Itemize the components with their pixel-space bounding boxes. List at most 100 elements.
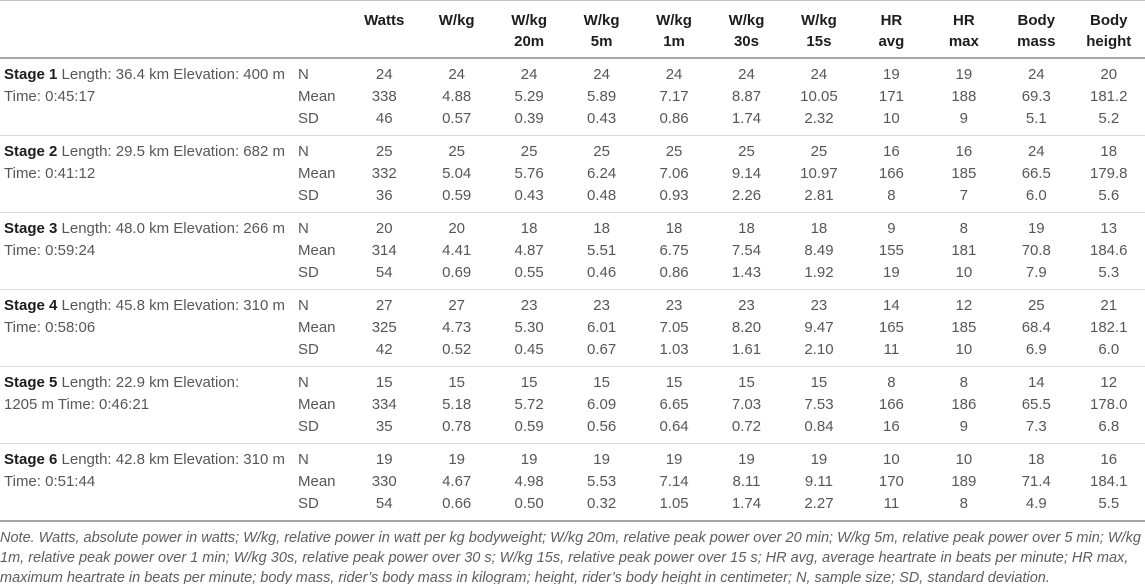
column-header-wkg30s: W/kg 30s bbox=[710, 0, 783, 59]
stage-description: Stage 3 Length: 48.0 km Elevation: 266 m… bbox=[0, 212, 296, 290]
data-cell: 24 bbox=[593, 66, 610, 83]
row-label: SD bbox=[298, 187, 319, 204]
stage-description: Stage 6 Length: 42.8 km Elevation: 310 m… bbox=[0, 443, 296, 521]
data-cell: 189 bbox=[951, 473, 977, 490]
data-cell: 6.65 bbox=[659, 396, 689, 413]
data-cell: 2.32 bbox=[804, 110, 834, 127]
data-cell: 14 bbox=[855, 289, 928, 317]
data-cell: 19 bbox=[883, 66, 900, 83]
data-cell: 9.47 bbox=[804, 319, 834, 336]
data-cell: 13 bbox=[1072, 212, 1145, 240]
data-cell: 10 bbox=[955, 264, 973, 281]
stage-title: Stage 6 bbox=[4, 451, 58, 468]
data-cell: 4.87 bbox=[514, 242, 544, 259]
data-cell: 0.43 bbox=[586, 110, 617, 127]
data-cell: 68.4 bbox=[1021, 319, 1051, 336]
data-cell: 24 bbox=[810, 66, 828, 83]
column-header-bodymass: Body mass bbox=[1000, 0, 1073, 59]
data-cell: 334 bbox=[371, 396, 397, 413]
data-cell: 7.05 bbox=[659, 319, 689, 336]
data-cell: 14 bbox=[1000, 366, 1073, 394]
data-cell: 7.54 bbox=[731, 242, 762, 259]
data-cell: 27 bbox=[420, 289, 493, 317]
data-cell: 25 bbox=[782, 135, 856, 163]
data-cell: 1.74 bbox=[731, 110, 762, 127]
data-cell: 5.76 bbox=[514, 165, 544, 182]
data-cell: 5.04 bbox=[442, 165, 472, 182]
row-label: SD bbox=[298, 495, 319, 512]
data-cell: 6.0 bbox=[1098, 341, 1120, 358]
stage-1-n-row: Stage 1 Length: 36.4 km Elevation: 400 m… bbox=[0, 58, 1145, 105]
data-cell: 19 bbox=[883, 264, 900, 281]
data-cell: 7.06 bbox=[659, 165, 689, 182]
data-cell: 325 bbox=[371, 319, 397, 336]
stage-description: Stage 5 Length: 22.9 km Elevation: 1205 … bbox=[0, 366, 296, 444]
data-cell: 1.92 bbox=[804, 264, 834, 281]
data-cell: 338 bbox=[371, 88, 397, 105]
row-label: N bbox=[296, 366, 348, 394]
data-cell: 70.8 bbox=[1021, 242, 1051, 259]
data-cell: 24 bbox=[520, 66, 538, 83]
data-cell: 16 bbox=[883, 418, 900, 435]
row-label: N bbox=[296, 443, 348, 471]
data-cell: 0.64 bbox=[659, 418, 689, 435]
data-cell: 0.67 bbox=[586, 341, 617, 358]
data-cell: 165 bbox=[878, 319, 904, 336]
data-cell: 18 bbox=[492, 212, 566, 240]
data-cell: 36 bbox=[375, 187, 393, 204]
row-label: SD bbox=[298, 341, 319, 358]
data-cell: 25 bbox=[420, 135, 493, 163]
data-cell: 4.88 bbox=[442, 88, 472, 105]
data-cell: 16 bbox=[927, 135, 1001, 163]
data-cell: 20 bbox=[420, 212, 493, 240]
table-header: Watts W/kg W/kg 20m W/kg 5m W/kg 1m W/kg 30s W/kg 1… bbox=[0, 0, 1145, 59]
data-cell: 5.6 bbox=[1098, 187, 1120, 204]
data-cell: 5.29 bbox=[514, 88, 544, 105]
data-cell: 166 bbox=[878, 396, 904, 413]
data-cell: 10.97 bbox=[800, 165, 838, 182]
data-cell: 54 bbox=[375, 264, 393, 281]
data-cell: 11 bbox=[883, 341, 900, 358]
data-cell: 0.57 bbox=[442, 110, 472, 127]
stage-2-n-row: Stage 2 Length: 29.5 km Elevation: 682 m… bbox=[0, 135, 1145, 213]
row-label: N bbox=[298, 66, 309, 83]
stage-1-sd-row: SD 46 0.57 0.39 0.43 0.86 1.74 2.32 10 9 5.1 5.2 bbox=[0, 108, 1145, 136]
stage-5-sd-row: SD 35 0.78 0.59 0.56 0.64 0.72 0.84 16 9 7.3 6.8 bbox=[0, 416, 1145, 444]
data-cell: 2.27 bbox=[804, 495, 834, 512]
data-cell: 178.0 bbox=[1089, 396, 1128, 413]
data-cell: 15 bbox=[565, 366, 638, 394]
column-header-wkg15s: W/kg 15s bbox=[782, 0, 856, 59]
data-cell: 181.2 bbox=[1089, 88, 1128, 105]
data-cell: 15 bbox=[348, 366, 421, 394]
data-cell: 5.2 bbox=[1098, 110, 1120, 127]
data-cell: 0.84 bbox=[804, 418, 834, 435]
data-cell: 18 bbox=[710, 212, 783, 240]
column-header-watts: Watts bbox=[348, 0, 421, 59]
data-cell: 5.72 bbox=[514, 396, 544, 413]
data-cell: 0.59 bbox=[514, 418, 544, 435]
data-cell: 7.9 bbox=[1025, 264, 1047, 281]
data-cell: 0.50 bbox=[514, 495, 544, 512]
data-cell: 0.86 bbox=[659, 264, 689, 281]
row-label: SD bbox=[298, 110, 319, 127]
stage-2-sd-row: SD 36 0.59 0.43 0.48 0.93 2.26 2.81 8 7 6.0 5.6 bbox=[0, 185, 1145, 213]
data-cell: 24 bbox=[375, 66, 393, 83]
data-cell: 6.0 bbox=[1025, 187, 1047, 204]
data-cell: 5.18 bbox=[442, 396, 472, 413]
data-cell: 1.61 bbox=[731, 341, 762, 358]
data-cell: 6.24 bbox=[586, 165, 617, 182]
stage-title: Stage 1 bbox=[4, 66, 58, 83]
row-label: N bbox=[296, 212, 348, 240]
data-cell: 7.14 bbox=[659, 473, 689, 490]
data-cell: 42 bbox=[375, 341, 393, 358]
data-cell: 7.03 bbox=[731, 396, 762, 413]
data-cell: 18 bbox=[637, 212, 711, 240]
stage-description: Stage 2 Length: 29.5 km Elevation: 682 m… bbox=[0, 135, 296, 213]
stage-3-mean-row: Mean 314 4.41 4.87 5.51 6.75 7.54 8.49 155 181 70.… bbox=[0, 240, 1145, 262]
data-cell: 15 bbox=[420, 366, 493, 394]
row-label: N bbox=[296, 289, 348, 317]
stage-1-mean-row: Mean 338 4.88 5.29 5.89 7.17 8.87 10.05 171 188 69… bbox=[0, 86, 1145, 108]
data-cell: 25 bbox=[1000, 289, 1073, 317]
data-cell: 2.81 bbox=[804, 187, 834, 204]
data-cell: 0.32 bbox=[586, 495, 617, 512]
